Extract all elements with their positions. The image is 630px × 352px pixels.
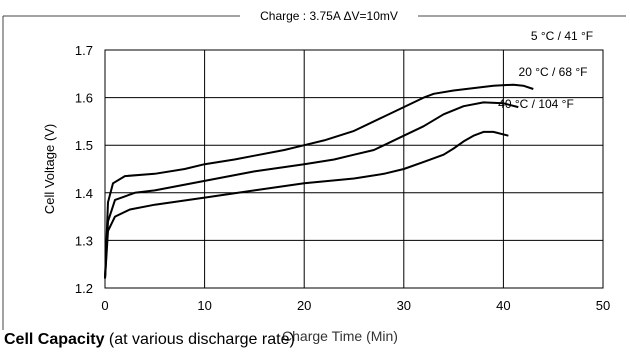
y-tick-label: 1.3: [75, 233, 93, 248]
y-tick-label: 1.5: [75, 138, 93, 153]
x-tick-label: 0: [101, 298, 108, 313]
plot-area-border: [104, 49, 604, 289]
y-tick-label: 1.7: [75, 43, 93, 58]
x-tick-label: 10: [197, 298, 211, 313]
caption-bold: Cell Capacity: [4, 331, 105, 348]
x-tick-label: 40: [496, 298, 510, 313]
series-label: 40 °C / 104 °F: [498, 97, 574, 111]
axes: [2, 15, 626, 330]
series-label: 20 °C / 68 °F: [519, 65, 588, 79]
x-tick-label: 30: [397, 298, 411, 313]
series-layer: [104, 83, 534, 279]
y-tick-label: 1.6: [75, 91, 93, 106]
text-layer: 0 10 20 30 40 50 1.2 1.3 1.4 1.5 1.6 1.7 Charge : 3.…: [42, 9, 610, 344]
x-tick-label: 20: [297, 298, 311, 313]
x-axis-label: Charge Time (Min): [282, 328, 398, 344]
y-tick-label: 1.4: [75, 186, 93, 201]
series-line: [104, 83, 534, 279]
series-line: [104, 130, 509, 279]
caption-rest: (at various discharge rate): [104, 331, 295, 348]
series-label: 5 °C / 41 °F: [531, 29, 593, 43]
figure-caption: Cell Capacity (at various discharge rate…: [4, 331, 295, 349]
y-tick-label: 1.2: [75, 281, 93, 296]
chart-title: Charge : 3.75A ΔV=10mV: [260, 9, 398, 23]
x-tick-label: 50: [596, 298, 610, 313]
y-axis-label: Cell Voltage (V): [42, 124, 57, 214]
series-line: [104, 101, 519, 279]
